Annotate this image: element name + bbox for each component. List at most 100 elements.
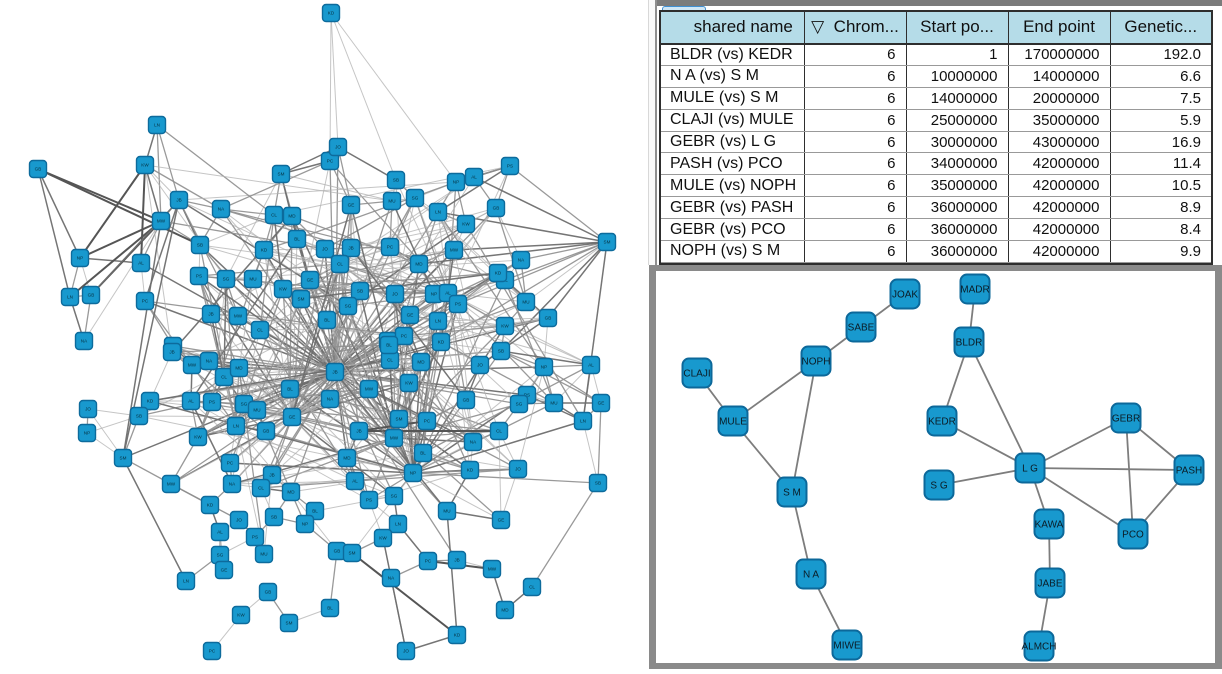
svg-text:GB: GB: [265, 590, 272, 595]
svg-text:PS: PS: [455, 302, 461, 307]
svg-text:MD: MD: [417, 360, 425, 365]
svg-text:SG: SG: [412, 196, 419, 201]
svg-text:SB: SB: [271, 515, 277, 520]
svg-text:MD: MD: [288, 214, 296, 219]
svg-text:CL: CL: [337, 262, 343, 267]
svg-text:JO: JO: [392, 292, 398, 297]
svg-text:SM: SM: [120, 456, 127, 461]
svg-text:NP: NP: [410, 471, 416, 476]
svg-text:KD: KD: [438, 340, 445, 345]
svg-text:JB: JB: [348, 246, 353, 251]
svg-text:SG: SG: [345, 304, 352, 309]
svg-text:GE: GE: [307, 278, 314, 283]
svg-text:BL: BL: [420, 451, 426, 456]
svg-text:MU: MU: [443, 509, 450, 514]
svg-text:PS: PS: [196, 274, 202, 279]
svg-text:SG: SG: [217, 553, 224, 558]
svg-text:NA: NA: [229, 482, 236, 487]
svg-text:L G: L G: [1022, 464, 1038, 475]
svg-text:MADR: MADR: [960, 285, 989, 296]
svg-text:GE: GE: [598, 401, 605, 406]
svg-text:CLAJI: CLAJI: [683, 369, 710, 380]
svg-text:KW: KW: [501, 324, 509, 329]
svg-text:MW: MW: [390, 436, 399, 441]
svg-text:JB: JB: [169, 350, 174, 355]
svg-text:NP: NP: [84, 431, 90, 436]
svg-text:GB: GB: [545, 316, 552, 321]
svg-text:MU: MU: [260, 552, 267, 557]
svg-text:SB: SB: [595, 481, 601, 486]
svg-text:GB: GB: [493, 206, 500, 211]
svg-text:SM: SM: [278, 172, 285, 177]
svg-text:MU: MU: [522, 300, 529, 305]
svg-text:PS: PS: [524, 393, 530, 398]
svg-text:SM: SM: [604, 240, 611, 245]
svg-text:KW: KW: [237, 613, 245, 618]
svg-text:JO: JO: [515, 467, 521, 472]
svg-text:KW: KW: [194, 435, 202, 440]
svg-text:KAWA: KAWA: [1035, 520, 1064, 531]
svg-text:PC: PC: [425, 559, 432, 564]
svg-text:MD: MD: [343, 456, 351, 461]
svg-text:KW: KW: [379, 536, 387, 541]
svg-text:GEBR: GEBR: [1112, 414, 1140, 425]
svg-text:MU: MU: [550, 401, 557, 406]
svg-text:NP: NP: [453, 180, 459, 185]
svg-text:PS: PS: [507, 164, 513, 169]
svg-text:LN: LN: [580, 419, 586, 424]
svg-text:CL: CL: [258, 486, 264, 491]
svg-text:GB: GB: [334, 549, 341, 554]
svg-text:SG: SG: [516, 402, 523, 407]
svg-text:SB: SB: [498, 349, 504, 354]
svg-text:KD: KD: [454, 633, 461, 638]
svg-text:AL: AL: [188, 399, 194, 404]
svg-text:PC: PC: [387, 245, 394, 250]
svg-text:MD: MD: [501, 608, 509, 613]
svg-text:SABE: SABE: [848, 323, 875, 334]
svg-text:SM: SM: [286, 621, 293, 626]
svg-text:GE: GE: [407, 313, 414, 318]
svg-text:NP: NP: [77, 256, 83, 261]
svg-text:GE: GE: [221, 568, 228, 573]
svg-text:NA: NA: [218, 207, 225, 212]
svg-text:BL: BL: [312, 509, 318, 514]
svg-text:JO: JO: [403, 649, 409, 654]
svg-text:KD: KD: [261, 248, 268, 253]
svg-text:JB: JB: [176, 198, 181, 203]
svg-text:NP: NP: [302, 522, 308, 527]
svg-text:MD: MD: [287, 490, 295, 495]
svg-text:KD: KD: [147, 399, 154, 404]
svg-text:KW: KW: [405, 381, 413, 386]
svg-text:JO: JO: [236, 518, 242, 523]
svg-text:KD: KD: [495, 271, 502, 276]
svg-text:NA: NA: [206, 359, 213, 364]
svg-text:SB: SB: [136, 414, 142, 419]
svg-text:LN: LN: [183, 579, 189, 584]
svg-text:MULE: MULE: [719, 417, 747, 428]
svg-text:GB: GB: [35, 167, 42, 172]
svg-text:KW: KW: [279, 287, 287, 292]
svg-text:MW: MW: [157, 219, 166, 224]
svg-text:BL: BL: [327, 606, 333, 611]
svg-text:AL: AL: [588, 363, 594, 368]
svg-text:BL: BL: [294, 237, 300, 242]
svg-text:MW: MW: [167, 482, 176, 487]
svg-text:AL: AL: [445, 291, 451, 296]
svg-text:SG: SG: [241, 402, 248, 407]
svg-text:PS: PS: [252, 535, 258, 540]
svg-text:MW: MW: [234, 314, 243, 319]
svg-text:N A: N A: [803, 570, 819, 581]
svg-text:JO: JO: [335, 145, 341, 150]
svg-text:MU: MU: [253, 408, 260, 413]
svg-text:JB: JB: [208, 312, 213, 317]
svg-text:PASH: PASH: [1176, 466, 1203, 477]
svg-text:LN: LN: [435, 319, 441, 324]
svg-text:PC: PC: [424, 419, 431, 424]
svg-text:KD: KD: [328, 11, 335, 16]
svg-text:MW: MW: [488, 567, 497, 572]
svg-text:NA: NA: [327, 397, 334, 402]
svg-text:SM: SM: [396, 417, 403, 422]
svg-text:NA: NA: [518, 258, 525, 263]
svg-text:JB: JB: [454, 558, 459, 563]
svg-text:SB: SB: [197, 243, 203, 248]
